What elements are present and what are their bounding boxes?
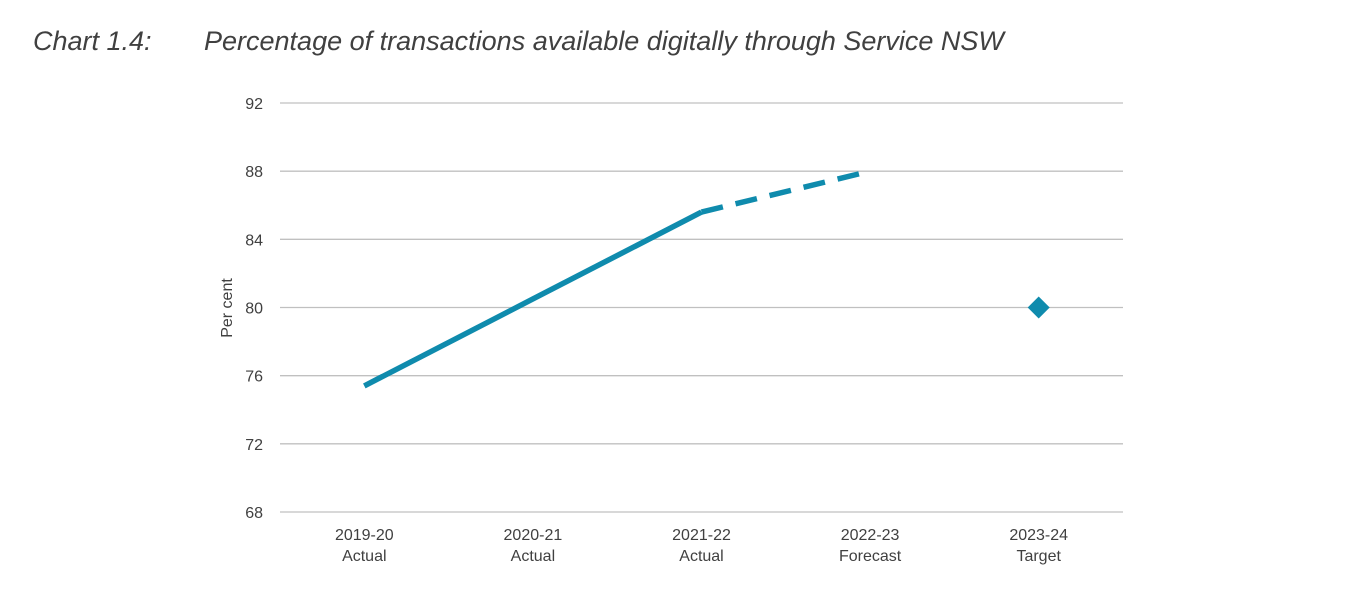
chart-title: Percentage of transactions available dig… (204, 26, 1004, 56)
x-tick-label: Actual (679, 548, 723, 565)
y-axis-title: Per cent (219, 278, 236, 338)
actual-line (363, 209, 703, 389)
series-layer (363, 168, 1050, 389)
x-tick-label: Actual (342, 548, 386, 565)
forecast-line (700, 168, 871, 215)
x-tick-label: 2019-20 (335, 527, 394, 544)
target-marker (1027, 296, 1050, 319)
x-tick-label: 2022-23 (841, 527, 900, 544)
y-tick-label: 72 (245, 437, 263, 454)
x-tick-label: 2021-22 (672, 527, 731, 544)
y-tick-label: 88 (245, 164, 263, 181)
y-tick-label: 84 (245, 232, 263, 249)
x-axis-ticks: 2019-20 Actual 2020-21 Actual 2021-22 Actual 2… (335, 527, 1068, 565)
y-tick-label: 76 (245, 369, 263, 386)
chart-number: Chart 1.4: (33, 26, 152, 56)
y-axis-ticks: 68 72 76 80 84 88 92 (245, 96, 263, 522)
y-tick-label: 68 (245, 505, 263, 522)
x-tick-label: 2020-21 (504, 527, 563, 544)
x-tick-label: Actual (511, 548, 555, 565)
x-tick-label: Target (1016, 548, 1061, 565)
y-tick-label: 92 (245, 96, 263, 113)
x-tick-label: 2023-24 (1009, 527, 1068, 544)
chart-heading: Chart 1.4: Percentage of transactions ava… (33, 26, 1004, 57)
gridlines (280, 102, 1123, 513)
x-tick-label: Forecast (839, 548, 902, 565)
y-tick-label: 80 (245, 301, 263, 318)
